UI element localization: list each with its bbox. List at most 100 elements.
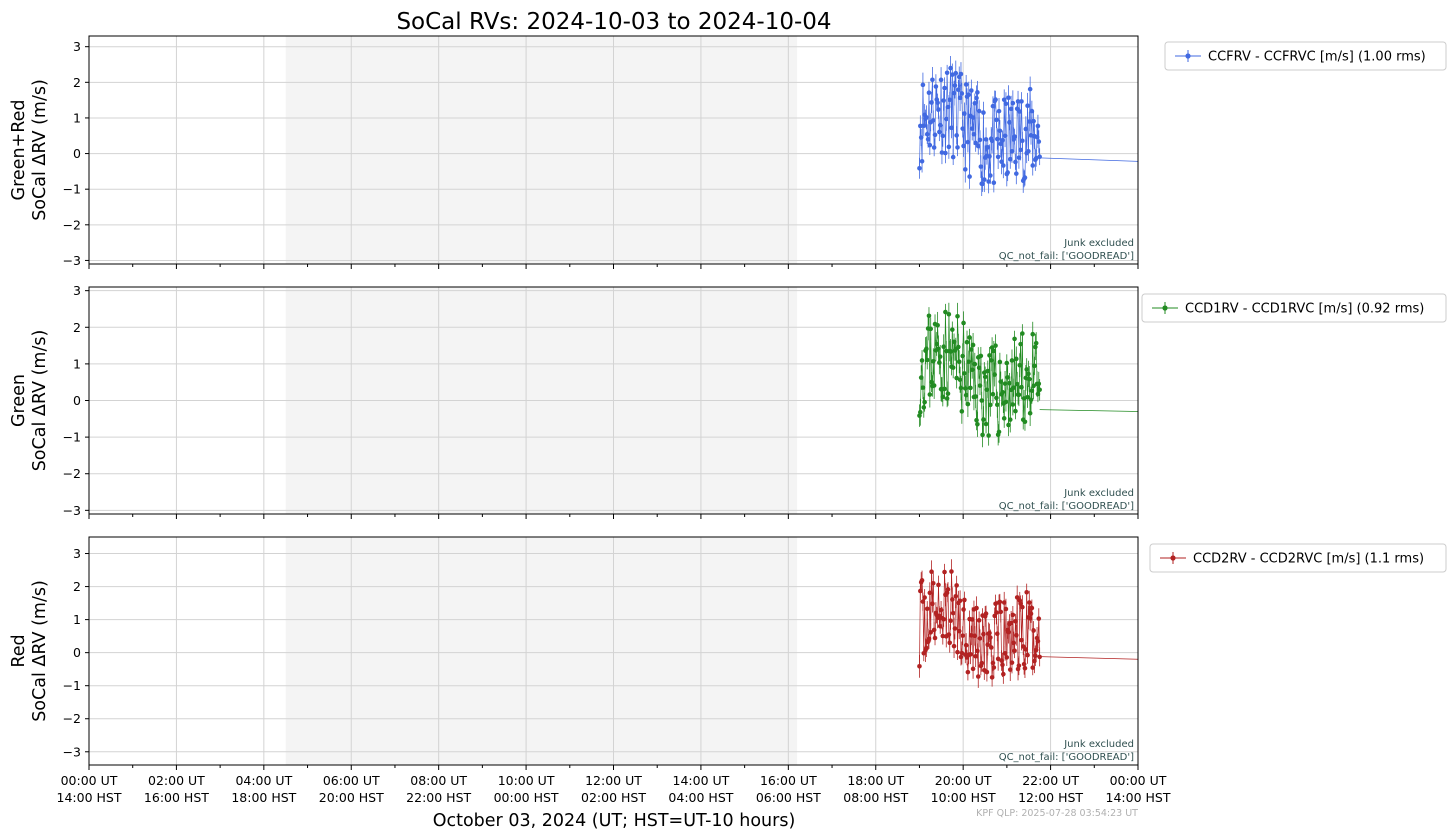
data-point: [981, 110, 986, 115]
x-tick-label-hst: 16:00 HST: [144, 790, 209, 805]
data-point: [1005, 170, 1010, 175]
data-point: [975, 674, 981, 679]
legend-box: [1164, 41, 1447, 71]
data-point: [955, 314, 960, 319]
data-point: [965, 669, 971, 675]
data-point: [943, 309, 948, 315]
legend-label: CCD1RV - CCD1RVC [m/s] (0.92 rms): [1185, 302, 1424, 317]
data-point: [970, 115, 976, 120]
data-point: [1019, 637, 1024, 643]
data-point: [951, 643, 957, 649]
data-point: [984, 387, 990, 393]
data-point: [940, 633, 946, 639]
chart-title: SoCal RVs: 2024-10-03 to 2024-10-04: [396, 9, 831, 35]
data-point: [998, 609, 1004, 615]
data-point: [942, 85, 947, 91]
data-point: [962, 111, 967, 116]
data-point: [1001, 163, 1006, 168]
data-point: [991, 180, 997, 186]
data-point: [1020, 331, 1025, 336]
data-point: [961, 320, 966, 326]
data-point: [952, 626, 958, 631]
data-point: [973, 140, 978, 146]
y-axis-label-line2: SoCal ΔRV (m/s): [30, 79, 50, 221]
data-point: [984, 669, 990, 675]
data-point: [958, 654, 964, 660]
y-axis-label-line2: SoCal ΔRV (m/s): [30, 580, 50, 722]
data-point: [1011, 640, 1017, 646]
data-point: [959, 409, 965, 414]
data-point: [1021, 661, 1027, 667]
y-tick-label: −3: [63, 253, 81, 268]
data-point: [1028, 133, 1034, 138]
data-point: [965, 139, 971, 145]
data-point: [963, 392, 969, 398]
y-tick-label: 0: [73, 645, 81, 660]
data-point: [930, 77, 935, 83]
data-point: [956, 87, 961, 93]
data-point: [934, 341, 940, 347]
data-point: [965, 401, 971, 407]
data-point: [964, 339, 970, 345]
data-point: [1033, 653, 1038, 659]
data-point: [926, 90, 932, 96]
x-tick-label-ut: 12:00 UT: [585, 773, 642, 788]
series-tail: [1039, 656, 1139, 660]
legend: CCD1RV - CCD1RVC [m/s] (0.92 rms): [1141, 293, 1447, 323]
data-point: [939, 150, 945, 155]
data-point: [988, 173, 993, 178]
data-point: [962, 597, 967, 603]
x-tick-label-ut: 20:00 UT: [935, 773, 992, 788]
data-point: [1025, 103, 1030, 109]
legend-marker: [1170, 555, 1176, 561]
data-point: [1002, 381, 1008, 386]
data-point: [957, 598, 963, 604]
data-point: [926, 313, 932, 319]
data-point: [991, 665, 997, 670]
data-point: [986, 179, 991, 184]
y-tick-label: 1: [73, 356, 81, 371]
data-point: [997, 359, 1003, 365]
data-point: [924, 115, 929, 120]
panel-2: −3 −2 −1 0 1 2 3 GreenSoCal ΔRV (m/s) Junk exclu…: [9, 283, 1447, 519]
data-point: [1016, 155, 1022, 160]
data-point: [1020, 604, 1025, 610]
data-point: [940, 133, 946, 139]
data-point: [935, 100, 940, 106]
legend: CCFRV - CCFRVC [m/s] (1.00 rms): [1164, 41, 1447, 71]
legend-label: CCD2RV - CCD2RVC [m/s] (1.1 rms): [1193, 552, 1424, 567]
y-tick-label: 2: [73, 320, 81, 335]
series-tail: [1039, 409, 1139, 412]
data-point: [994, 117, 999, 123]
data-point: [931, 145, 937, 150]
data-series: [917, 302, 1139, 448]
x-tick-label-hst: 20:00 HST: [319, 790, 384, 805]
data-point: [962, 167, 968, 172]
data-point: [924, 131, 930, 137]
data-point: [977, 383, 983, 388]
data-point: [938, 607, 944, 613]
data-point: [989, 138, 995, 144]
data-point: [1012, 336, 1017, 342]
x-tick-label-hst: 18:00 HST: [231, 790, 296, 805]
night-shading: [285, 36, 798, 264]
x-tick-label-hst: 06:00 HST: [756, 790, 821, 805]
timestamp: KPF QLP: 2025-07-28 03:54:23 UT: [976, 808, 1138, 819]
y-tick-label: −1: [63, 430, 81, 445]
data-point: [990, 103, 996, 109]
data-point: [997, 128, 1003, 134]
data-point: [918, 135, 924, 140]
data-point: [976, 365, 982, 371]
y-tick-label: −3: [63, 503, 81, 518]
data-point: [1028, 611, 1034, 617]
x-tick-label-hst: 00:00 HST: [494, 790, 559, 805]
data-point: [976, 618, 982, 623]
data-point: [943, 348, 949, 354]
data-point: [1025, 394, 1030, 400]
data-point: [1032, 363, 1037, 369]
data-point: [930, 359, 936, 364]
data-point: [1001, 97, 1007, 103]
data-point: [944, 70, 950, 76]
data-point: [974, 605, 979, 611]
